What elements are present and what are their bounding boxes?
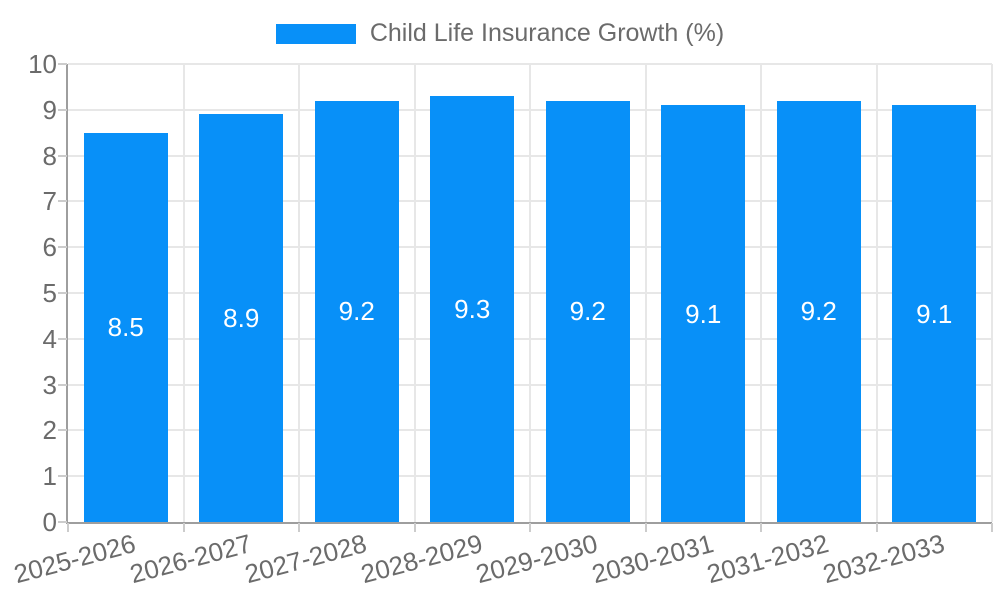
x-tick-label: 2030-2031 [588, 528, 717, 590]
bar: 9.2 [776, 100, 861, 522]
y-tick [58, 246, 67, 249]
y-tick-label: 8 [42, 140, 57, 171]
y-tick [58, 63, 67, 65]
x-tick [991, 523, 993, 532]
y-tick [58, 154, 67, 157]
bar-value-label: 9.3 [454, 294, 491, 325]
y-tick-label: 6 [42, 232, 57, 263]
bar-value-label: 9.2 [338, 296, 375, 327]
v-gridline [760, 64, 762, 522]
x-tick-label: 2029-2030 [473, 528, 601, 590]
x-tick [875, 523, 878, 532]
x-tick-label: 2032-2033 [819, 528, 948, 590]
y-tick [58, 108, 67, 111]
y-tick [58, 475, 67, 478]
x-tick [67, 523, 69, 532]
x-tick [298, 523, 300, 532]
bar-value-label: 8.9 [223, 303, 260, 334]
v-gridline [529, 64, 531, 522]
y-axis-line [66, 64, 68, 522]
y-tick-label: 3 [42, 369, 57, 400]
bar: 9.1 [892, 105, 977, 522]
y-tick [58, 429, 67, 432]
v-gridline [644, 64, 647, 522]
v-gridline [413, 64, 416, 522]
x-tick-label: 2028-2029 [357, 528, 486, 590]
x-tick [413, 523, 416, 532]
x-tick-label: 2031-2032 [704, 528, 832, 590]
y-tick [58, 200, 67, 203]
x-axis-labels: 2025-2026 2026-2027 2027-2028 2028-2029 2029… [11, 524, 992, 600]
y-tick-label: 5 [42, 278, 57, 308]
y-tick [58, 521, 67, 523]
bar: 9.2 [545, 100, 630, 522]
legend[interactable]: Child Life Insurance Growth (%) [0, 21, 1000, 46]
y-tick-label: 9 [42, 94, 57, 125]
y-tick-label: 7 [42, 186, 57, 217]
bar-value-label: 9.1 [685, 298, 722, 329]
y-tick-label: 10 [28, 49, 57, 79]
x-tick [760, 523, 762, 532]
y-tick-label: 2 [42, 415, 57, 446]
legend-swatch-icon [275, 23, 356, 44]
x-tick [529, 523, 531, 532]
x-tick-label: 2027-2028 [242, 528, 370, 590]
bar: 9.3 [430, 96, 515, 522]
bar-value-label: 8.5 [107, 312, 144, 343]
y-tick-label: 4 [42, 323, 57, 354]
bar: 9.1 [661, 105, 746, 522]
y-axis-labels: 0 1 2 3 4 5 6 7 8 9 10 [0, 51, 57, 535]
bar: 8.9 [199, 114, 284, 522]
x-tick [644, 523, 647, 532]
y-tick [58, 337, 67, 340]
plot-area: 8.5 8.9 9.2 9.3 9.2 9.1 9.2 9.1 [58, 63, 993, 532]
bar-value-label: 9.1 [916, 298, 953, 329]
x-tick-label: 2025-2026 [11, 528, 139, 590]
v-gridline [298, 64, 300, 522]
v-gridline [991, 64, 993, 522]
y-tick [58, 292, 67, 294]
bar-value-label: 9.2 [569, 296, 606, 327]
x-tick [182, 523, 185, 532]
y-tick-label: 1 [42, 461, 57, 492]
bar: 9.2 [314, 100, 399, 522]
bar-value-label: 9.2 [800, 296, 837, 327]
legend-label: Child Life Insurance Growth (%) [369, 19, 725, 47]
bar: 8.5 [83, 132, 168, 522]
y-tick-label: 0 [42, 507, 57, 537]
v-gridline [875, 64, 878, 522]
x-tick-label: 2026-2027 [126, 528, 255, 590]
y-tick [58, 383, 67, 386]
v-gridline [182, 64, 185, 522]
